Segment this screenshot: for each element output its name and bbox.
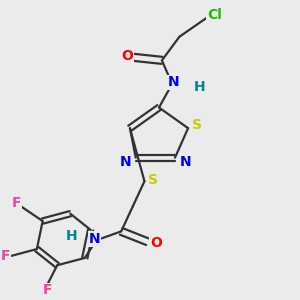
Text: O: O — [121, 49, 133, 63]
Text: N: N — [88, 232, 100, 246]
Text: H: H — [193, 80, 205, 94]
Text: N: N — [179, 155, 191, 169]
Text: S: S — [148, 173, 158, 187]
Text: S: S — [192, 118, 202, 132]
Text: N: N — [120, 155, 131, 169]
Text: F: F — [42, 283, 52, 297]
Text: O: O — [150, 236, 162, 250]
Text: H: H — [66, 229, 78, 243]
Text: N: N — [168, 76, 179, 89]
Text: Cl: Cl — [207, 8, 222, 22]
Text: F: F — [12, 196, 21, 210]
Text: F: F — [1, 249, 10, 263]
